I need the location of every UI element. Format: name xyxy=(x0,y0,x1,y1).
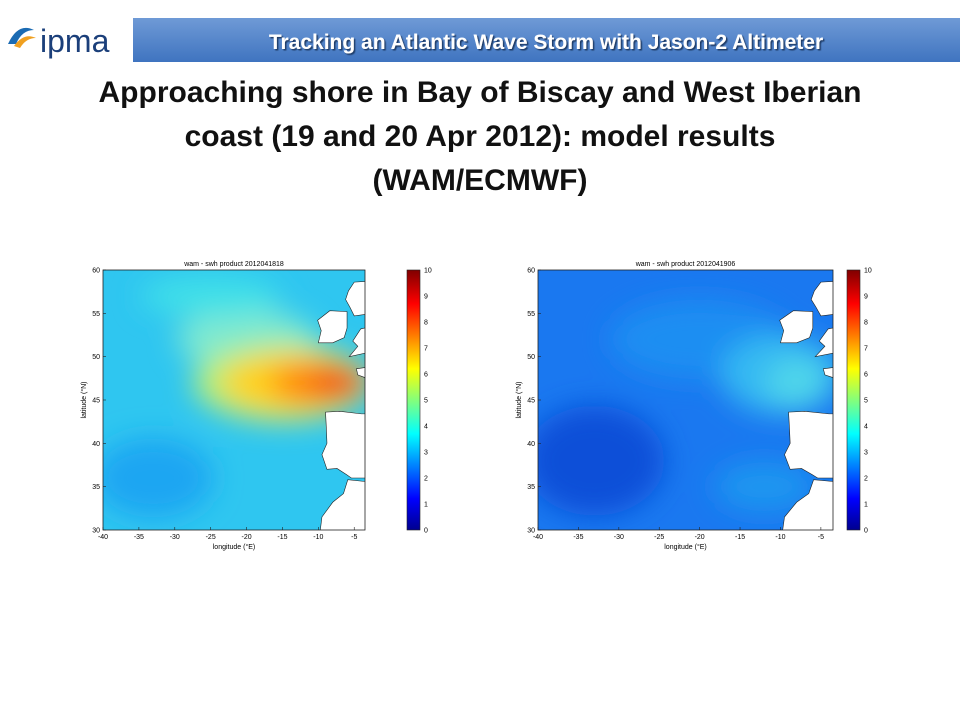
x-tick-label: -30 xyxy=(614,534,624,541)
colorbar-label: 0 xyxy=(424,528,428,535)
y-tick-label: 60 xyxy=(527,268,535,275)
field-blobs xyxy=(103,276,365,518)
land xyxy=(784,410,833,479)
field-blob xyxy=(140,276,281,316)
colorbar-label: 1 xyxy=(864,502,868,509)
colorbar-label: 4 xyxy=(424,424,428,431)
colorbar-label: 2 xyxy=(864,476,868,483)
field-blob xyxy=(714,461,815,512)
y-tick-label: 35 xyxy=(92,484,100,491)
slide-title: Approaching shore in Bay of Biscay and W… xyxy=(99,76,862,197)
x-tick-label: -15 xyxy=(277,534,287,541)
land xyxy=(356,367,365,378)
colorbar-label: 1 xyxy=(424,502,428,509)
y-tick-label: 55 xyxy=(92,311,100,318)
title-line: coast (19 and 20 Apr 2012): model result… xyxy=(185,120,776,153)
colorbar-label: 3 xyxy=(424,450,428,457)
x-tick-label: -5 xyxy=(818,534,824,541)
banner xyxy=(133,18,960,62)
y-axis-label: latitude (°N) xyxy=(515,381,523,418)
map-title: wam - swh product 2012041818 xyxy=(183,261,284,268)
land xyxy=(822,367,833,378)
map: wam - swh product 2012041906 longitude (°… xyxy=(515,261,872,551)
x-tick-label: -10 xyxy=(775,534,785,541)
x-tick-label: -40 xyxy=(98,534,108,541)
colorbar-label: 10 xyxy=(864,268,872,275)
y-tick-label: 55 xyxy=(527,311,535,318)
x-tick-label: -35 xyxy=(573,534,583,541)
colorbar-label: 2 xyxy=(424,476,428,483)
colorbar-label: 8 xyxy=(424,320,428,327)
x-tick-label: -5 xyxy=(351,534,357,541)
land xyxy=(779,310,814,344)
land xyxy=(810,281,833,358)
wave-field xyxy=(538,270,833,530)
colorbar-label: 3 xyxy=(864,450,868,457)
colorbar-label: 4 xyxy=(864,424,868,431)
y-tick-label: 35 xyxy=(527,484,535,491)
x-tick-label: -35 xyxy=(134,534,144,541)
colorbar-label: 7 xyxy=(424,346,428,353)
land xyxy=(345,281,365,358)
title-line: Approaching shore in Bay of Biscay and W… xyxy=(99,76,862,109)
colorbar-label: 9 xyxy=(864,294,868,301)
colorbar-label: 5 xyxy=(864,398,868,405)
land xyxy=(320,479,365,530)
colorbar-label: 9 xyxy=(424,294,428,301)
y-tick-label: 30 xyxy=(92,528,100,535)
y-tick-label: 45 xyxy=(92,398,100,405)
x-tick-label: -10 xyxy=(313,534,323,541)
field-blobs xyxy=(538,299,833,516)
field-blob xyxy=(103,438,214,518)
land xyxy=(782,479,833,530)
field-blob xyxy=(538,405,665,516)
colorbar xyxy=(846,269,861,531)
x-axis-label: longitude (°E) xyxy=(213,543,256,551)
colorbar xyxy=(406,269,421,531)
colorbar-label: 6 xyxy=(864,372,868,379)
field-blob xyxy=(311,368,365,397)
y-tick-label: 45 xyxy=(527,398,535,405)
y-tick-label: 50 xyxy=(527,354,535,361)
x-tick-label: -40 xyxy=(533,534,543,541)
banner-title: Tracking an Atlantic Wave Storm with Jas… xyxy=(269,31,823,54)
colorbar-label: 10 xyxy=(424,268,432,275)
y-tick-label: 60 xyxy=(92,268,100,275)
land xyxy=(317,310,348,344)
colorbar-label: 7 xyxy=(864,346,868,353)
wave-field xyxy=(103,270,365,530)
colorbar-label: 8 xyxy=(864,320,868,327)
field-blob xyxy=(766,357,827,408)
logo-text: ipma xyxy=(40,23,110,59)
x-axis-label: longitude (°E) xyxy=(664,543,707,551)
map-title: wam - swh product 2012041906 xyxy=(635,261,736,268)
logo: ipma xyxy=(8,23,110,59)
x-tick-label: -20 xyxy=(241,534,251,541)
x-tick-label: -20 xyxy=(695,534,705,541)
colorbar-label: 6 xyxy=(424,372,428,379)
land xyxy=(321,410,365,479)
x-tick-label: -15 xyxy=(735,534,745,541)
title-line: (WAM/ECMWF) xyxy=(373,164,588,197)
y-axis-label: latitude (°N) xyxy=(80,381,88,418)
map: wam - swh product 2012041818 longitude (°… xyxy=(80,261,432,551)
x-tick-label: -25 xyxy=(654,534,664,541)
y-tick-label: 50 xyxy=(92,354,100,361)
x-tick-label: -25 xyxy=(206,534,216,541)
y-tick-label: 40 xyxy=(92,441,100,448)
colorbar-label: 5 xyxy=(424,398,428,405)
x-tick-label: -30 xyxy=(170,534,180,541)
y-tick-label: 40 xyxy=(527,441,535,448)
colorbar-label: 0 xyxy=(864,528,868,535)
y-tick-label: 30 xyxy=(527,528,535,535)
